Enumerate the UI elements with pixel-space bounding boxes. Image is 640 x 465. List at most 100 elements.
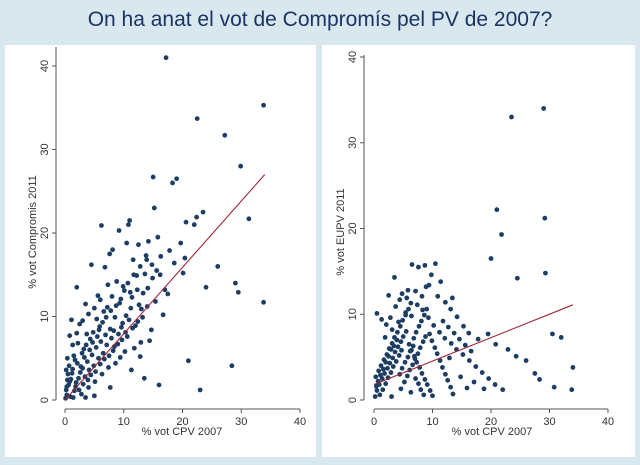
left-data-point <box>97 361 103 367</box>
left-data-point <box>137 264 143 269</box>
right-data-point <box>447 355 452 361</box>
left-data-point <box>148 327 154 333</box>
right-data-point <box>421 392 427 398</box>
right-data-point <box>416 381 421 387</box>
left-data-point <box>144 257 150 263</box>
right-data-point <box>411 335 417 341</box>
right-data-point <box>434 351 440 357</box>
left-data-point <box>89 352 95 358</box>
left-data-point <box>70 395 76 400</box>
left-data-point <box>232 280 238 286</box>
left-data-point <box>124 240 130 246</box>
left-data-point <box>203 284 209 290</box>
left-data-point <box>235 289 241 295</box>
left-data-point <box>70 342 76 348</box>
left-x-tick-label: 40 <box>294 416 306 428</box>
left-data-point <box>238 163 244 169</box>
right-data-point <box>392 349 398 355</box>
right-data-point <box>419 371 425 376</box>
right-data-point <box>448 306 454 312</box>
left-y-tick-label: 40 <box>39 60 51 72</box>
right-data-point <box>500 387 506 393</box>
left-data-point <box>109 335 114 341</box>
left-data-point <box>64 355 70 361</box>
right-data-point <box>402 379 407 385</box>
left-data-point <box>63 367 69 373</box>
right-data-point <box>379 316 385 322</box>
left-data-point <box>109 294 115 299</box>
left-data-point <box>147 338 153 344</box>
left-data-point <box>126 222 131 228</box>
left-data-point <box>74 284 80 290</box>
right-data-point <box>387 315 393 321</box>
right-data-point <box>435 293 441 299</box>
right-data-point <box>399 291 405 297</box>
left-data-point <box>64 384 70 390</box>
right-plot: % vot CPV 2007 % vot EUPV 2011 0 10 20 30 40… <box>335 51 614 438</box>
right-data-point <box>475 336 481 342</box>
left-data-point <box>87 347 93 353</box>
right-data-point <box>445 324 451 330</box>
right-data-point <box>380 387 386 393</box>
right-data-point <box>442 371 448 377</box>
right-y-tick-label: 10 <box>347 308 359 320</box>
left-data-point <box>158 253 164 259</box>
left-data-point <box>90 329 96 335</box>
right-data-point <box>431 322 437 328</box>
right-data-point <box>373 383 379 389</box>
right-data-point <box>419 293 425 299</box>
left-data-point <box>154 268 160 273</box>
right-data-point <box>404 295 410 301</box>
right-data-point <box>421 312 427 318</box>
right-data-point <box>376 368 382 374</box>
right-data-point <box>418 318 424 324</box>
right-x-tick-label: 40 <box>602 416 614 428</box>
left-data-point <box>84 331 90 337</box>
left-data-point <box>165 291 171 297</box>
left-data-point <box>69 370 75 376</box>
left-data-point <box>167 248 172 253</box>
left-data-point <box>70 366 76 372</box>
left-fit-line <box>64 174 266 401</box>
chart-title: On ha anat el vot de Compromís pel PV de… <box>87 8 553 31</box>
right-points <box>372 106 576 399</box>
right-data-point <box>440 318 446 324</box>
right-data-point <box>442 299 448 305</box>
left-data-point <box>107 385 113 390</box>
right-data-point <box>394 337 400 343</box>
right-data-point <box>410 362 416 368</box>
left-data-point <box>125 280 131 286</box>
right-x-tick-label: 20 <box>485 416 497 428</box>
right-data-point <box>551 384 557 390</box>
right-data-point <box>494 207 500 213</box>
left-data-point <box>101 309 107 314</box>
right-data-point <box>451 330 457 336</box>
left-data-point <box>96 355 101 361</box>
left-data-point <box>100 319 105 325</box>
right-data-point <box>374 388 380 393</box>
right-data-point <box>493 341 499 347</box>
left-panel-background <box>5 45 316 457</box>
right-data-point <box>383 322 389 327</box>
left-data-point <box>90 339 96 345</box>
left-data-point <box>113 303 119 309</box>
left-data-point <box>63 395 68 401</box>
right-data-point <box>397 297 403 303</box>
right-data-point <box>457 336 462 342</box>
right-data-point <box>492 382 498 387</box>
right-data-point <box>422 377 428 382</box>
left-data-point <box>110 348 116 354</box>
left-data-point <box>97 297 103 303</box>
right-data-point <box>404 373 410 379</box>
left-data-point <box>106 353 112 359</box>
left-data-point <box>128 305 134 311</box>
left-points <box>63 55 266 401</box>
left-data-point <box>116 331 121 337</box>
right-data-point <box>408 300 414 306</box>
left-data-point <box>134 287 140 293</box>
right-data-point <box>400 334 406 339</box>
right-data-point <box>378 372 383 378</box>
left-x-tick-label: 0 <box>62 416 68 428</box>
right-data-point <box>550 331 555 337</box>
right-data-point <box>509 114 514 120</box>
